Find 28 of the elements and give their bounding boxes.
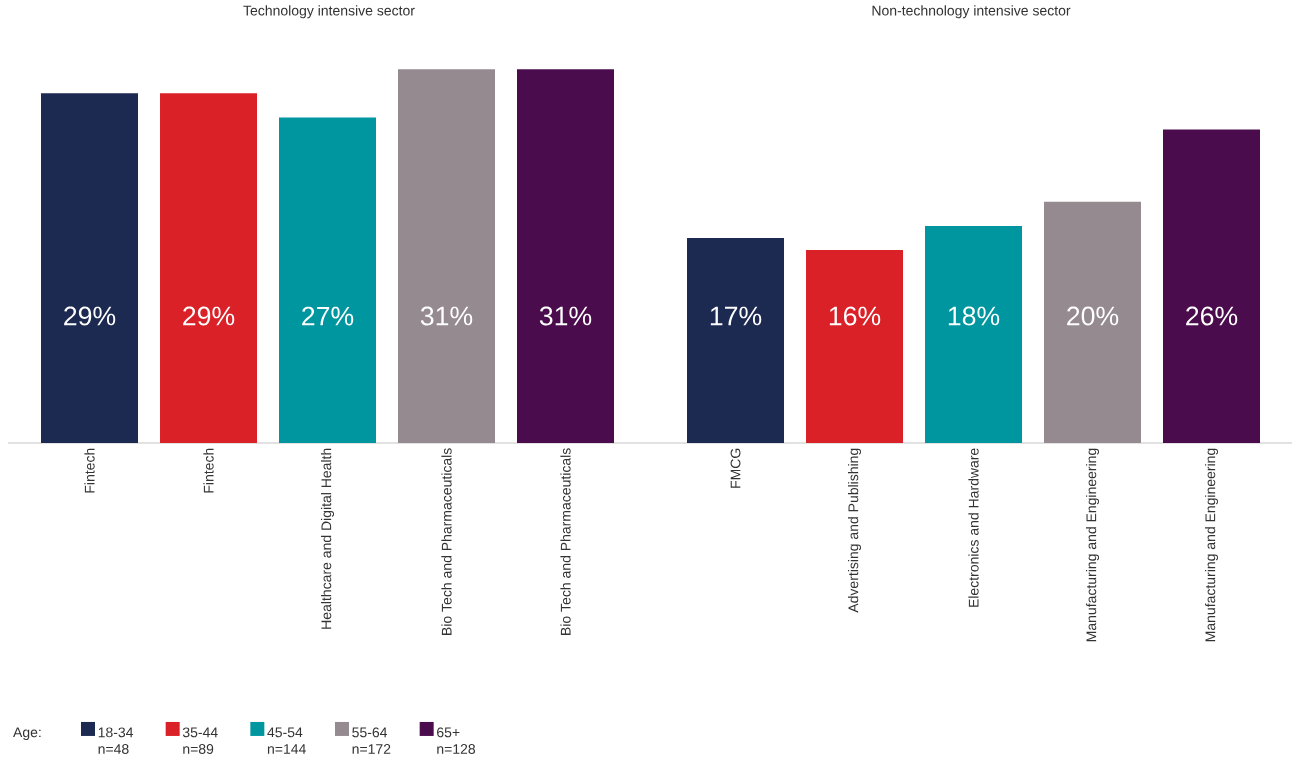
data-label: 26% (1186, 306, 1238, 326)
x-tick-label: Electronics and Hardware (968, 448, 979, 607)
data-label: 29% (183, 306, 235, 326)
data-label: 16% (829, 306, 881, 326)
legend-label: 35-44 n=89 (182, 727, 218, 754)
legend-label: 55-64 n=172 (352, 727, 391, 754)
legend-title: Age: (13, 727, 41, 741)
x-tick-label: Manufacturing and Engineering (1085, 448, 1100, 642)
legend-label: 65+ n=128 (437, 727, 476, 754)
data-label: 31% (539, 306, 592, 326)
data-label: 29% (64, 306, 116, 326)
legend-label: 45-54 n=144 (267, 727, 306, 754)
data-label: 27% (302, 306, 354, 326)
legend-label: 18-34 n=48 (98, 727, 134, 754)
x-tick-label: FMCG (730, 448, 741, 488)
x-tick-label: Healthcare and Digital Health (320, 448, 335, 629)
data-label: 18% (948, 306, 1000, 326)
x-tick-label: Manufacturing and Engineering (1204, 448, 1219, 642)
x-tick-label: Fintech (203, 448, 214, 493)
data-label: 31% (420, 306, 473, 326)
x-tick-label: Bio Tech and Pharmaceuticals (560, 448, 571, 635)
x-tick-label: Fintech (84, 448, 95, 493)
x-tick-label: Bio Tech and Pharmaceuticals (441, 448, 452, 635)
x-tick-label: Advertising and Publishing (847, 448, 862, 613)
data-label: 17% (710, 306, 762, 326)
chart-title: Non-technology intensive sector (872, 5, 1071, 19)
data-label: 20% (1067, 306, 1119, 326)
chart-title: Technology intensive sector (243, 5, 415, 19)
